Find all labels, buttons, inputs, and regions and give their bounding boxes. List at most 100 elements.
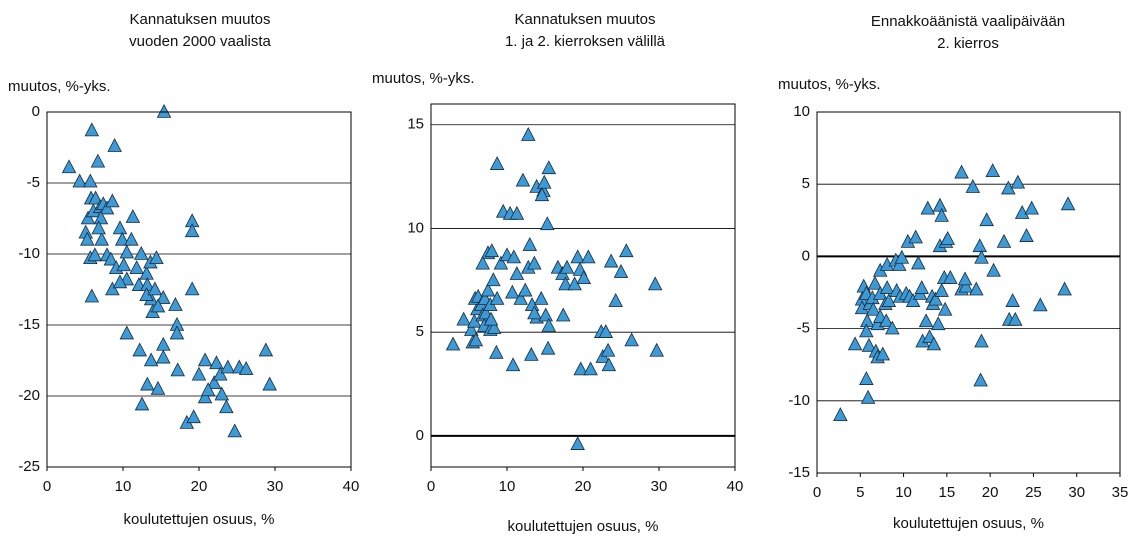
point bbox=[143, 352, 159, 367]
point bbox=[140, 376, 155, 391]
point bbox=[456, 311, 471, 326]
point bbox=[859, 323, 874, 338]
point bbox=[1007, 311, 1023, 326]
point bbox=[598, 324, 614, 338]
x-tick-label: 30 bbox=[267, 478, 284, 495]
point bbox=[87, 247, 103, 262]
point bbox=[112, 274, 128, 289]
y-tick-label: -5 bbox=[797, 320, 810, 337]
point bbox=[88, 190, 103, 205]
point bbox=[147, 281, 163, 296]
x-tick-label: 10 bbox=[895, 484, 912, 501]
y-tick-label: 10 bbox=[793, 103, 810, 120]
point bbox=[918, 313, 934, 328]
point bbox=[619, 243, 634, 258]
point bbox=[860, 389, 876, 404]
point bbox=[445, 336, 461, 351]
point bbox=[932, 197, 948, 212]
x-tick-label: 35 bbox=[1112, 484, 1129, 501]
chart-title: Kannatuksen muutos bbox=[130, 11, 271, 28]
point bbox=[954, 164, 969, 179]
point bbox=[878, 313, 894, 328]
chart-title: Ennakkoäänistä vaalipäivään bbox=[871, 13, 1065, 30]
point bbox=[600, 342, 616, 357]
point bbox=[156, 103, 172, 118]
point bbox=[484, 243, 500, 258]
point bbox=[509, 205, 525, 220]
point bbox=[538, 307, 554, 322]
point bbox=[238, 360, 254, 375]
point bbox=[885, 320, 900, 335]
point bbox=[149, 250, 164, 265]
point bbox=[894, 249, 910, 264]
point bbox=[881, 293, 897, 307]
y-tick-label: 0 bbox=[416, 427, 424, 444]
point bbox=[926, 336, 942, 351]
plot-frame bbox=[46, 111, 352, 468]
point bbox=[129, 260, 144, 274]
point bbox=[974, 333, 989, 348]
point bbox=[996, 233, 1012, 248]
point bbox=[170, 362, 185, 377]
x-tick-label: 0 bbox=[427, 478, 435, 495]
point bbox=[859, 313, 875, 328]
point bbox=[522, 236, 538, 251]
point bbox=[957, 271, 973, 286]
point bbox=[91, 220, 106, 235]
point bbox=[489, 344, 504, 359]
chart-title: Kannatuksen muutos bbox=[515, 11, 656, 28]
point bbox=[493, 255, 509, 270]
y-tick-label: 0 bbox=[32, 103, 40, 120]
point bbox=[940, 231, 955, 245]
point bbox=[209, 355, 224, 370]
y-tick-label: 5 bbox=[416, 323, 424, 340]
y-tick-label: 10 bbox=[407, 219, 424, 236]
point bbox=[540, 216, 555, 231]
point bbox=[184, 281, 200, 296]
point bbox=[875, 346, 891, 361]
point bbox=[227, 423, 242, 438]
point bbox=[555, 307, 571, 322]
point bbox=[1019, 228, 1034, 242]
point bbox=[169, 325, 185, 340]
x-tick-label: 30 bbox=[651, 478, 668, 495]
point bbox=[581, 249, 596, 264]
point bbox=[220, 359, 236, 374]
point bbox=[608, 292, 623, 307]
point bbox=[937, 301, 953, 316]
point bbox=[99, 200, 115, 215]
point bbox=[1010, 174, 1026, 189]
x-axis-label: koulutettujen osuus, % bbox=[124, 511, 275, 528]
point bbox=[930, 316, 946, 331]
point bbox=[559, 259, 575, 274]
point bbox=[867, 275, 883, 290]
point bbox=[513, 290, 528, 305]
y-tick-label: 0 bbox=[802, 247, 810, 264]
point bbox=[533, 290, 549, 305]
y-tick-label: -20 bbox=[18, 387, 40, 404]
point bbox=[601, 357, 617, 372]
point bbox=[112, 220, 128, 235]
point bbox=[486, 319, 502, 334]
point bbox=[943, 269, 958, 284]
y-tick-label: -15 bbox=[788, 464, 810, 481]
point bbox=[214, 386, 230, 401]
point bbox=[534, 187, 550, 202]
point bbox=[483, 311, 499, 326]
chart-title: 1. ja 2. kierroksen välillä bbox=[505, 33, 666, 50]
point bbox=[489, 290, 505, 305]
point bbox=[509, 266, 525, 280]
y-tick-label: -15 bbox=[18, 316, 40, 333]
point bbox=[879, 280, 895, 294]
point bbox=[107, 138, 122, 152]
point bbox=[985, 163, 1001, 178]
point bbox=[1033, 297, 1048, 312]
point bbox=[105, 193, 120, 208]
point bbox=[83, 173, 98, 188]
y-tick-label: -10 bbox=[788, 392, 810, 409]
y-tick-label: -25 bbox=[18, 458, 40, 475]
point bbox=[489, 156, 505, 170]
point bbox=[573, 361, 588, 376]
